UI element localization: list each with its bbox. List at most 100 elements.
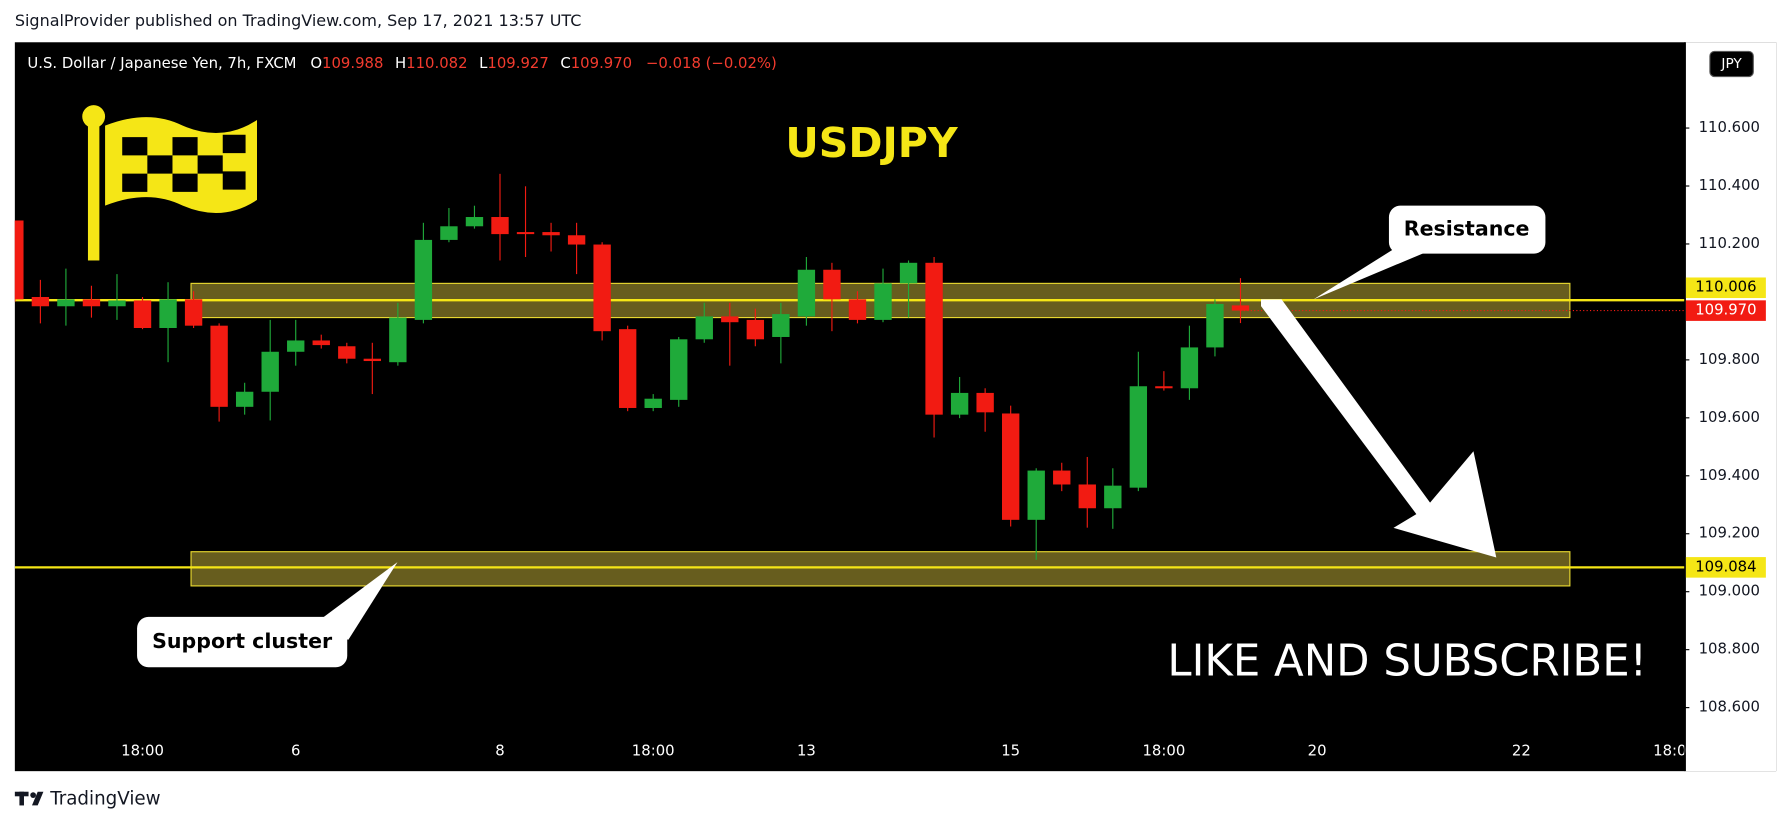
candle-body xyxy=(184,299,203,326)
annotation: Resistance xyxy=(1404,217,1530,241)
candle-body xyxy=(874,283,892,320)
x-tick-label: 20 xyxy=(1308,742,1327,760)
candle-body xyxy=(848,299,867,320)
candle-body xyxy=(14,220,24,300)
plot-area xyxy=(14,173,1685,587)
price-badge-label: 110.006 xyxy=(1695,278,1756,296)
candle-body xyxy=(1180,347,1199,389)
y-axis-strip xyxy=(1685,42,1777,772)
candle-body xyxy=(1001,413,1020,520)
x-tick-label: 13 xyxy=(797,742,816,760)
candle-body xyxy=(312,340,330,346)
candle-body xyxy=(261,351,279,392)
candle-body xyxy=(670,339,688,400)
y-tick-label: 110.200 xyxy=(1699,234,1760,252)
candle-body xyxy=(1231,305,1250,311)
candle-body xyxy=(950,392,969,415)
callout-box xyxy=(1388,205,1546,254)
x-tick-label: 18:00 xyxy=(121,742,164,760)
y-tick-label: 110.600 xyxy=(1699,118,1760,136)
x-tick-label: 18:00 xyxy=(1653,742,1696,760)
candle-body xyxy=(31,296,50,307)
candle-body xyxy=(159,299,177,329)
candle-body xyxy=(746,319,765,340)
legend-value: 109.970 xyxy=(571,54,632,72)
candle-body xyxy=(210,325,228,407)
y-tick-label: 109.800 xyxy=(1699,350,1760,368)
candle-body xyxy=(82,299,101,307)
overlay: USDJPY Resistance Support cluster LIKE A… xyxy=(14,50,1754,810)
candle-body xyxy=(772,314,790,337)
symbol: U.S. Dollar / Japanese Yen, 7h, FXCM xyxy=(27,54,296,72)
candle-body xyxy=(925,262,943,415)
y-tick-label: 108.800 xyxy=(1699,640,1760,658)
candle-body xyxy=(618,329,637,408)
legend-prefix: C xyxy=(560,54,570,72)
annotation: LIKE AND SUBSCRIBE! xyxy=(1167,636,1647,686)
y-tick-label: 109.200 xyxy=(1699,524,1760,542)
x-tick-label: 22 xyxy=(1512,742,1531,760)
legend: U.S. Dollar / Japanese Yen, 7h, FXCM O10… xyxy=(27,54,776,72)
candle-body xyxy=(440,226,458,240)
candle-body xyxy=(516,232,535,235)
tradingview-logo xyxy=(14,791,44,806)
legend-value: 110.082 xyxy=(406,54,467,72)
price-badge-label: 109.084 xyxy=(1695,557,1756,575)
candle-body xyxy=(1053,470,1071,485)
candle-body xyxy=(721,316,739,323)
legend-prefix: L xyxy=(479,54,488,72)
price-badge-label: 109.970 xyxy=(1695,301,1756,319)
candle-body xyxy=(1078,484,1096,509)
candle-body xyxy=(465,217,484,227)
candle-body xyxy=(491,217,509,235)
callout-tail xyxy=(1313,245,1434,300)
price-badge xyxy=(1685,557,1766,578)
publish-header: SignalProvider published on TradingView.… xyxy=(15,11,582,30)
candle-body xyxy=(108,300,126,307)
candle-body xyxy=(797,269,816,317)
candle-body xyxy=(1206,303,1224,348)
candle-body xyxy=(542,232,560,236)
candle-body xyxy=(899,262,918,284)
candle-body xyxy=(57,299,75,307)
legend-value: 109.988 xyxy=(322,54,383,72)
annotation: Support cluster xyxy=(152,629,333,653)
y-tick-label: 109.000 xyxy=(1699,582,1760,600)
arrow xyxy=(1261,299,1497,558)
y-tick-label: 109.400 xyxy=(1699,466,1760,484)
currency-label[interactable]: JPY xyxy=(1720,56,1742,72)
candle-body xyxy=(976,392,994,413)
x-tick-label: 8 xyxy=(495,742,504,760)
candle-body xyxy=(1104,485,1122,509)
y-tick-label: 109.600 xyxy=(1699,408,1760,426)
x-tick-label: 6 xyxy=(291,742,300,760)
callout-box xyxy=(137,616,348,668)
flag-icon xyxy=(82,105,257,261)
x-tick-label: 15 xyxy=(1001,742,1020,760)
y-tick-label: 110.400 xyxy=(1699,176,1760,194)
candle-body xyxy=(644,398,662,408)
x-tick-label: 18:00 xyxy=(632,742,675,760)
candle-body xyxy=(235,391,254,407)
chart-title: USDJPY xyxy=(785,119,959,167)
axes: 110.600 110.400 110.200 109.800 109.600 109.4… xyxy=(121,42,1777,772)
candle-body xyxy=(593,244,611,332)
footer-brand: TradingView xyxy=(49,789,160,810)
candle-body xyxy=(695,316,713,340)
candle-body xyxy=(363,358,382,362)
candle-body xyxy=(414,239,433,320)
candle-body xyxy=(338,346,356,359)
currency-button[interactable] xyxy=(1709,50,1754,78)
candle-body xyxy=(133,300,152,329)
y-tick-label: 108.600 xyxy=(1699,698,1760,716)
candle-body xyxy=(1155,386,1173,389)
x-tick-label: 18:00 xyxy=(1142,742,1185,760)
legend-value: 109.927 xyxy=(487,54,548,72)
price-badge xyxy=(1685,300,1766,321)
legend-prefix: H xyxy=(395,54,406,72)
candle-body xyxy=(389,317,407,363)
candle-body xyxy=(1129,386,1148,488)
candle-body xyxy=(567,235,586,245)
candle-body xyxy=(287,340,305,352)
